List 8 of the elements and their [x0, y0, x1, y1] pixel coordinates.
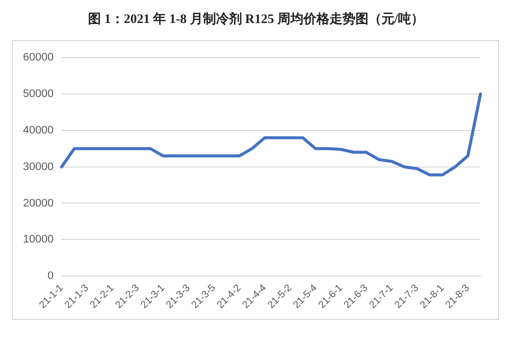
y-tick-label: 20000 [22, 197, 54, 210]
y-tick-label: 60000 [22, 52, 54, 64]
y-tick-label: 40000 [22, 124, 54, 136]
y-tick-label: 10000 [22, 234, 54, 246]
y-tick-label: 30000 [22, 160, 54, 173]
chart-title: 图 1：2021 年 1-8 月制冷剂 R125 周均价格走势图（元/吨） [87, 10, 425, 28]
y-tick-label: 0 [47, 270, 54, 282]
y-tick-label: 50000 [22, 88, 54, 100]
